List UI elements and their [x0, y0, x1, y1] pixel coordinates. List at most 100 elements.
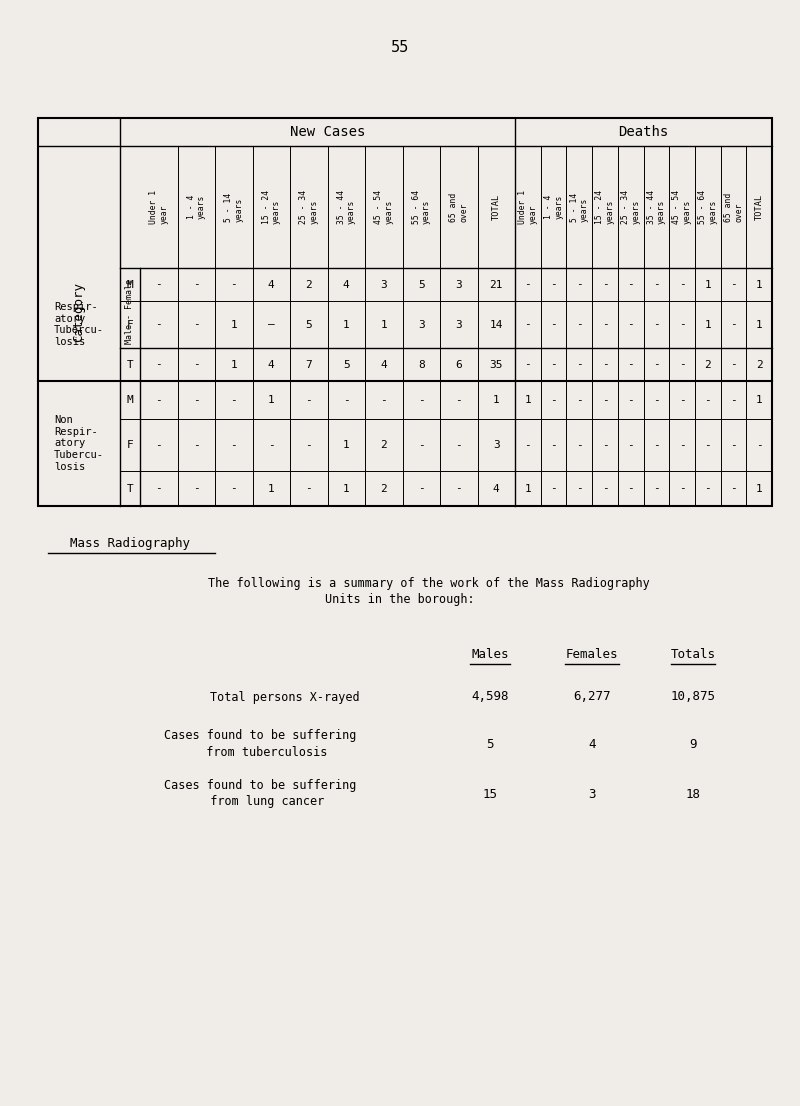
Text: -: - — [268, 440, 274, 450]
Text: -: - — [155, 280, 162, 290]
Text: from lung cancer: from lung cancer — [196, 795, 324, 808]
Text: 21: 21 — [490, 280, 503, 290]
Text: -: - — [602, 483, 608, 493]
Text: Units in the borough:: Units in the borough: — [325, 594, 475, 606]
Text: 3: 3 — [380, 280, 387, 290]
Text: -: - — [602, 395, 608, 405]
Text: 8: 8 — [418, 359, 425, 369]
Text: 1: 1 — [230, 320, 237, 330]
Text: F: F — [126, 440, 134, 450]
Text: 35: 35 — [490, 359, 503, 369]
Text: -: - — [730, 483, 737, 493]
Text: 1: 1 — [493, 395, 500, 405]
Text: -: - — [525, 359, 531, 369]
Text: 15 - 24
years: 15 - 24 years — [595, 190, 614, 225]
Text: 45 - 54
years: 45 - 54 years — [672, 190, 692, 225]
Text: -: - — [602, 359, 608, 369]
Text: -: - — [576, 280, 582, 290]
Text: 9: 9 — [690, 739, 697, 751]
Text: The following is a summary of the work of the Mass Radiography: The following is a summary of the work o… — [150, 577, 650, 591]
Text: 7: 7 — [306, 359, 312, 369]
Text: 6,277: 6,277 — [574, 690, 610, 703]
Text: -: - — [193, 483, 200, 493]
Text: -: - — [193, 359, 200, 369]
Text: 3: 3 — [588, 789, 596, 802]
Text: 1: 1 — [525, 395, 531, 405]
Text: 1 - 4
years: 1 - 4 years — [186, 195, 206, 219]
Bar — [38, 118, 772, 507]
Text: TOTAL: TOTAL — [754, 194, 764, 220]
Text: 35 - 44
years: 35 - 44 years — [337, 190, 356, 225]
Text: New Cases: New Cases — [290, 125, 365, 139]
Text: -: - — [756, 440, 762, 450]
Text: -: - — [550, 483, 557, 493]
Text: 35 - 44
years: 35 - 44 years — [646, 190, 666, 225]
Text: 65 and
over: 65 and over — [449, 192, 469, 221]
Text: -: - — [230, 280, 237, 290]
Text: -: - — [550, 395, 557, 405]
Text: -: - — [306, 483, 312, 493]
Text: -: - — [627, 320, 634, 330]
Text: -: - — [730, 440, 737, 450]
Text: 4: 4 — [588, 739, 596, 751]
Text: 25 - 34
years: 25 - 34 years — [621, 190, 640, 225]
Text: -: - — [678, 395, 686, 405]
Text: 2: 2 — [306, 280, 312, 290]
Text: 25 - 34
years: 25 - 34 years — [299, 190, 318, 225]
Text: T: T — [126, 359, 134, 369]
Text: -: - — [155, 359, 162, 369]
Text: -: - — [730, 395, 737, 405]
Text: 45 - 54
years: 45 - 54 years — [374, 190, 394, 225]
Text: 14: 14 — [490, 320, 503, 330]
Text: 3: 3 — [493, 440, 500, 450]
Text: -: - — [602, 440, 608, 450]
Text: -: - — [602, 280, 608, 290]
Text: -: - — [653, 395, 660, 405]
Text: Totals: Totals — [670, 648, 715, 661]
Text: Deaths: Deaths — [618, 125, 669, 139]
Text: -: - — [455, 440, 462, 450]
Text: Under 1
year: Under 1 year — [518, 190, 538, 225]
Text: -: - — [653, 483, 660, 493]
Text: -: - — [704, 483, 711, 493]
Text: Respir-
atory
Tubercu-
losis: Respir- atory Tubercu- losis — [54, 302, 104, 347]
Text: -: - — [653, 440, 660, 450]
Text: Non
Respir-
atory
Tubercu-
losis: Non Respir- atory Tubercu- losis — [54, 415, 104, 471]
Text: -: - — [155, 440, 162, 450]
Text: 4: 4 — [268, 359, 274, 369]
Text: -: - — [525, 320, 531, 330]
Text: -: - — [627, 280, 634, 290]
Text: -: - — [193, 440, 200, 450]
Text: 18: 18 — [686, 789, 701, 802]
Text: -: - — [343, 395, 350, 405]
Text: 5: 5 — [306, 320, 312, 330]
Text: 55 - 64
years: 55 - 64 years — [411, 190, 431, 225]
Text: Cases found to be suffering: Cases found to be suffering — [164, 780, 356, 793]
Text: -: - — [678, 280, 686, 290]
Text: -: - — [730, 359, 737, 369]
Text: -: - — [653, 320, 660, 330]
Text: 10,875: 10,875 — [670, 690, 715, 703]
Text: -: - — [627, 395, 634, 405]
Text: 3: 3 — [418, 320, 425, 330]
Text: 1: 1 — [756, 320, 762, 330]
Text: 4: 4 — [493, 483, 500, 493]
Text: Under 1
year: Under 1 year — [149, 190, 169, 225]
Text: 5: 5 — [343, 359, 350, 369]
Text: -: - — [230, 483, 237, 493]
Text: -: - — [306, 395, 312, 405]
Text: 4,598: 4,598 — [471, 690, 509, 703]
Text: 15: 15 — [482, 789, 498, 802]
Text: -: - — [550, 359, 557, 369]
Text: T: T — [126, 483, 134, 493]
Text: -: - — [306, 440, 312, 450]
Text: 15 - 24
years: 15 - 24 years — [262, 190, 281, 225]
Text: 3: 3 — [455, 320, 462, 330]
Text: -: - — [455, 483, 462, 493]
Text: 1: 1 — [268, 483, 274, 493]
Text: -: - — [380, 395, 387, 405]
Text: 1: 1 — [525, 483, 531, 493]
Text: 3: 3 — [455, 280, 462, 290]
Text: F: F — [126, 320, 134, 330]
Text: 55: 55 — [391, 41, 409, 55]
